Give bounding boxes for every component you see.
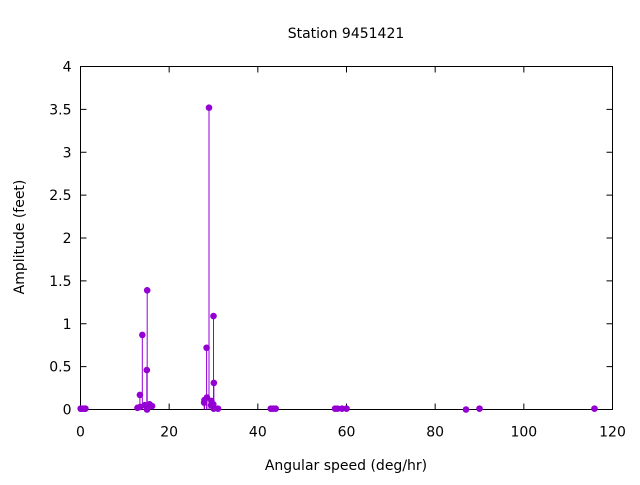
y-tick-label: 2.5 — [49, 188, 71, 204]
x-tick-label: 60 — [338, 425, 356, 441]
data-point — [210, 379, 218, 387]
y-tick-label: 3 — [63, 145, 72, 161]
y-tick-label: 2 — [63, 231, 72, 247]
x-tick-label: 40 — [249, 425, 267, 441]
x-tick-label: 0 — [76, 425, 85, 441]
data-point — [205, 104, 213, 111]
x-tick-label: 80 — [426, 425, 444, 441]
data-point — [214, 405, 222, 412]
plot-border — [80, 66, 613, 410]
data-point — [462, 406, 470, 413]
data-point — [148, 402, 156, 410]
data-point — [203, 344, 210, 352]
y-tick-label: 4 — [63, 60, 72, 76]
data-point — [139, 331, 146, 339]
data-point — [143, 287, 151, 294]
y-tick-label: 1.5 — [49, 274, 71, 290]
data-point — [272, 405, 279, 412]
data-point — [476, 405, 483, 412]
data-point — [210, 312, 217, 320]
x-tick-label: 20 — [160, 425, 178, 441]
data-point — [343, 405, 350, 412]
x-tick-label: 100 — [510, 425, 537, 441]
y-tick-label: 0 — [63, 403, 72, 419]
x-tick-label: 120 — [599, 425, 626, 441]
data-point — [82, 405, 89, 412]
y-tick-label: 0.5 — [49, 360, 71, 376]
y-tick-label: 1 — [63, 317, 72, 333]
y-axis-label: Amplitude (feet) — [12, 180, 28, 295]
x-axis-label: Angular speed (deg/hr) — [265, 458, 427, 474]
y-tick-label: 3.5 — [49, 102, 71, 118]
data-point — [591, 405, 598, 412]
chart-title: Station 9451421 — [288, 26, 405, 42]
data-point — [136, 391, 144, 399]
